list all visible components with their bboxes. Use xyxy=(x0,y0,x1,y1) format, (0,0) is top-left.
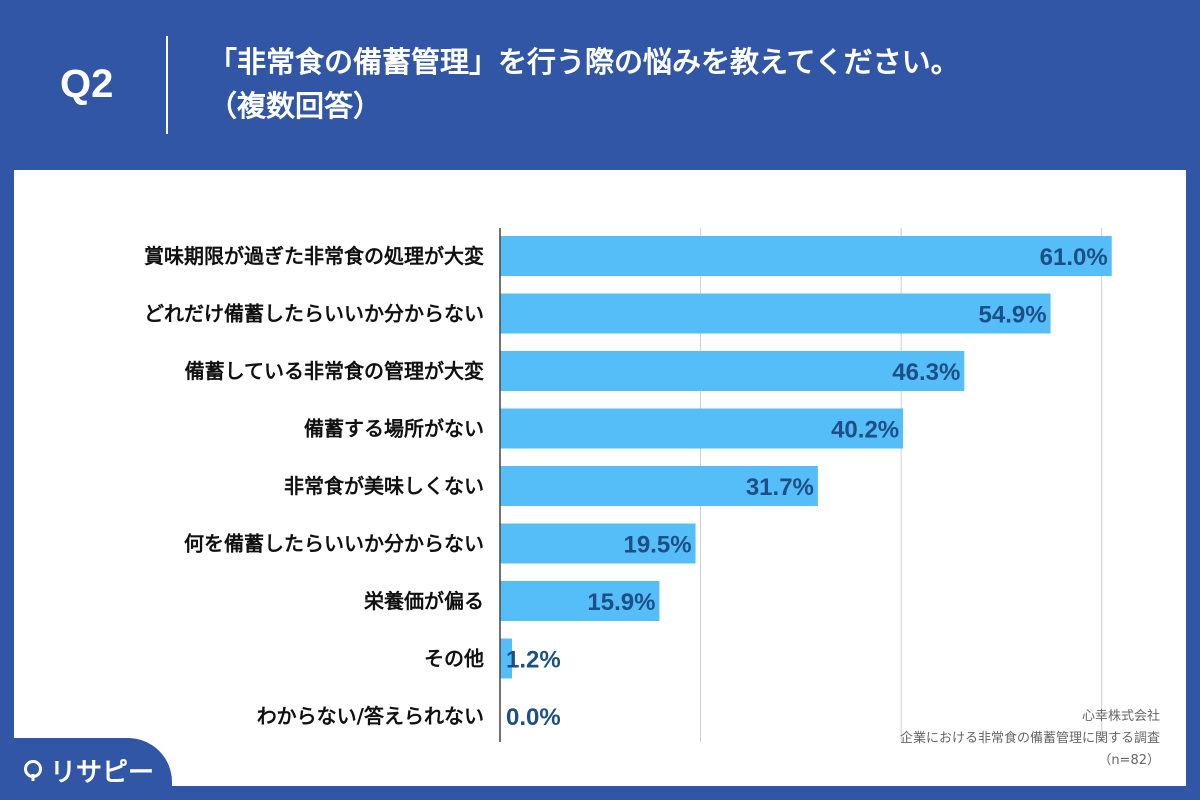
bar xyxy=(500,466,818,506)
question-number: Q2 xyxy=(60,62,114,106)
bar xyxy=(500,293,1051,334)
category-label: 栄養価が偏る xyxy=(363,589,484,613)
value-label: 40.2% xyxy=(831,417,899,444)
source-company: 心幸株式会社 xyxy=(1081,709,1160,724)
bar xyxy=(500,351,965,391)
bar xyxy=(500,523,696,564)
source-sample: （n=82） xyxy=(1098,753,1160,768)
header-divider xyxy=(166,36,168,134)
value-label: 54.9% xyxy=(979,302,1047,329)
bar xyxy=(500,638,513,679)
value-label: 19.5% xyxy=(623,532,691,559)
category-label: 非常食が美味しくない xyxy=(284,474,484,498)
category-label: 備蓄している非常食の管理が大変 xyxy=(185,359,484,383)
question-title-line2: （複数回答） xyxy=(208,89,383,123)
source-note: 心幸株式会社 企業における非常食の備蓄管理に関する調査 （n=82） xyxy=(900,706,1160,772)
pin-icon xyxy=(24,759,42,781)
source-survey: 企業における非常食の備蓄管理に関する調査 xyxy=(899,731,1160,746)
category-label: どれだけ備蓄したらいいか分からない xyxy=(144,302,484,326)
bar xyxy=(500,408,904,449)
logo-tab xyxy=(0,738,172,800)
value-label: 31.7% xyxy=(746,474,814,501)
value-label: 61.0% xyxy=(1040,244,1108,271)
value-label: 1.2% xyxy=(506,647,561,674)
bar xyxy=(500,581,660,621)
value-label: 15.9% xyxy=(587,589,655,616)
category-label: その他 xyxy=(424,647,484,671)
value-label: 46.3% xyxy=(892,359,960,386)
logo: リサピー xyxy=(22,752,154,789)
category-label: 賞味期限が過ぎた非常食の処理が大変 xyxy=(144,244,484,268)
category-label: わからない/答えられない xyxy=(257,704,484,728)
logo-text: リサピー xyxy=(50,758,155,788)
category-label: 備蓄する場所がない xyxy=(304,417,484,441)
header: Q2 「非常食の備蓄管理」を行う際の悩みを教えてください。 （複数回答） xyxy=(0,0,1200,170)
bar xyxy=(500,236,1112,276)
category-label: 何を備蓄したらいいか分からない xyxy=(184,532,484,556)
chart-panel: 賞味期限が過ぎた非常食の処理が大変 61.0% どれだけ備蓄したらいいか分からない 5… xyxy=(14,170,1186,786)
bar-chart: 賞味期限が過ぎた非常食の処理が大変 61.0% どれだけ備蓄したらいいか分からない 5… xyxy=(144,228,1112,742)
question-title-line1: 「非常食の備蓄管理」を行う際の悩みを教えてください。 xyxy=(208,45,960,79)
question-title: 「非常食の備蓄管理」を行う際の悩みを教えてください。 （複数回答） xyxy=(208,40,1168,128)
value-label: 0.0% xyxy=(506,704,561,731)
